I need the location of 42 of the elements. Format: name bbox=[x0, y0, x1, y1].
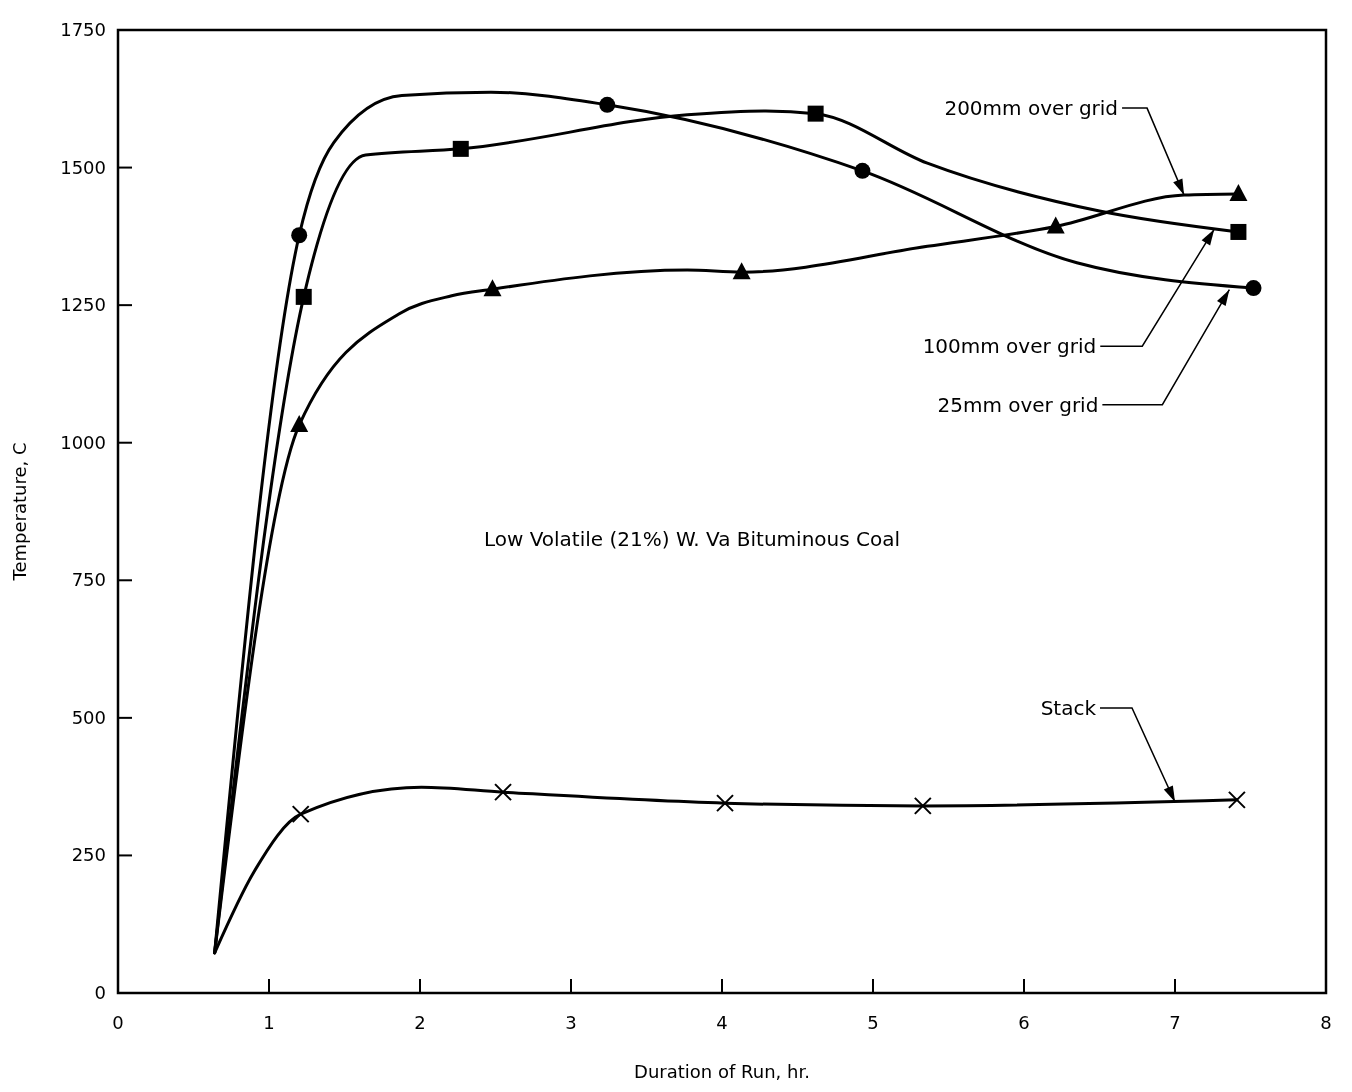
point bbox=[295, 288, 312, 305]
annotation: 100mm over grid bbox=[922, 334, 1097, 359]
x-tick-label: 0 bbox=[112, 1012, 124, 1033]
point bbox=[732, 262, 751, 280]
point bbox=[291, 227, 308, 244]
point bbox=[716, 794, 735, 813]
point bbox=[494, 783, 513, 802]
x-tick-label: 2 bbox=[414, 1012, 426, 1033]
annotation: 25mm over grid bbox=[937, 392, 1099, 417]
point bbox=[1245, 280, 1262, 297]
point bbox=[291, 805, 310, 824]
point bbox=[913, 796, 932, 815]
y-tick-label: 1750 bbox=[60, 19, 106, 40]
x-tick-label: 5 bbox=[867, 1012, 879, 1033]
y-tick-label: 500 bbox=[71, 706, 106, 728]
point bbox=[854, 162, 871, 179]
y-tick-label: 750 bbox=[71, 569, 106, 591]
annotation: Stack bbox=[1040, 696, 1097, 721]
y-tick-label: 0 bbox=[94, 982, 106, 1003]
y-tick-label: 1500 bbox=[60, 156, 106, 178]
x-tick-label: 6 bbox=[1018, 1012, 1030, 1033]
x-tick-label: 3 bbox=[565, 1012, 577, 1033]
y-tick-label: 250 bbox=[71, 844, 106, 866]
x-tick-label: 1 bbox=[263, 1012, 275, 1033]
point bbox=[1227, 790, 1246, 809]
point bbox=[1230, 223, 1247, 240]
x-axis-title: Duration of Run, hr. bbox=[634, 1061, 810, 1082]
y-tick-label: 1000 bbox=[60, 431, 106, 453]
annotation: 200mm over grid bbox=[944, 96, 1119, 121]
annotation: Low Volatile (21%) W. Va Bituminous Coal bbox=[483, 526, 901, 551]
x-tick-label: 4 bbox=[716, 1012, 728, 1033]
y-tick-label: 1250 bbox=[60, 294, 106, 316]
y-axis-title: Temperature, C bbox=[9, 442, 30, 582]
point bbox=[1229, 183, 1248, 201]
x-tick-label: 7 bbox=[1169, 1012, 1181, 1033]
point bbox=[807, 105, 824, 122]
point bbox=[599, 96, 616, 113]
point bbox=[1046, 216, 1065, 234]
point bbox=[290, 415, 309, 433]
point bbox=[483, 279, 502, 297]
point bbox=[452, 140, 469, 157]
x-tick-label: 8 bbox=[1320, 1012, 1332, 1033]
